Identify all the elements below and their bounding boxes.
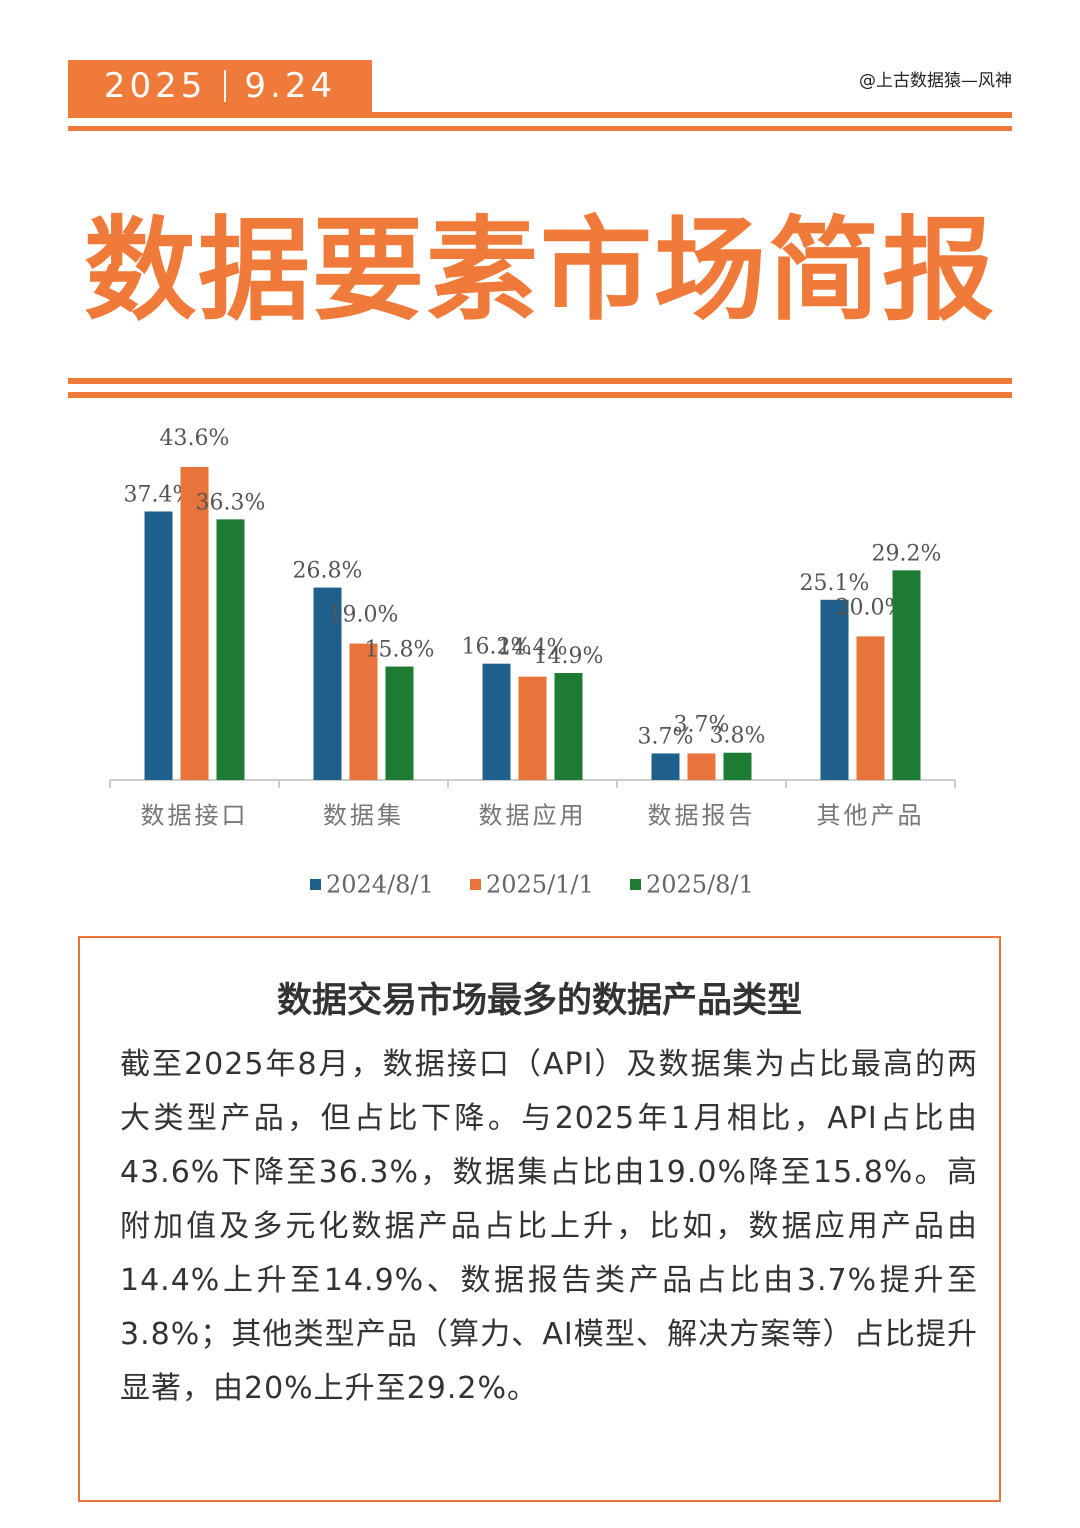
date: 9.24 xyxy=(244,66,337,106)
bar xyxy=(820,599,849,780)
chart: 数据接口37.4%43.6%36.3%数据集26.8%19.0%15.8%数据应… xyxy=(109,426,956,899)
summary-box: 数据交易市场最多的数据产品类型 截至2025年8月，数据接口（API）及数据集为… xyxy=(78,936,1001,1502)
value-label: 25.1% xyxy=(800,571,870,596)
summary-title: 数据交易市场最多的数据产品类型 xyxy=(276,981,802,1021)
bar xyxy=(892,570,921,780)
bar xyxy=(180,466,209,780)
legend-label: 2024/8/1 xyxy=(326,871,434,899)
rule xyxy=(68,378,1012,384)
separator xyxy=(224,70,227,102)
x-tick-label: 其他产品 xyxy=(817,802,925,830)
value-label: 36.3% xyxy=(196,490,266,515)
value-label: 3.8% xyxy=(710,724,766,749)
legend-swatch xyxy=(470,879,481,890)
bar xyxy=(651,753,680,780)
year: 2025 xyxy=(103,66,207,106)
value-label: 3.7% xyxy=(674,712,730,737)
rule xyxy=(68,112,1012,118)
summary-text: 截至2025年8月，数据接口（API）及数据集为占比最高的两大类型产品，但占比下… xyxy=(120,1047,978,1406)
value-label: 14.9% xyxy=(534,644,604,669)
value-label: 29.2% xyxy=(872,541,942,566)
x-tick-label: 数据应用 xyxy=(479,802,587,830)
page-title: 数据要素市场简报 xyxy=(84,206,996,336)
legend-label: 2025/1/1 xyxy=(486,871,594,899)
bar xyxy=(385,666,414,780)
x-tick-label: 数据集 xyxy=(323,802,404,830)
date-badge: 2025 9.24 xyxy=(68,60,372,112)
legend-label: 2025/8/1 xyxy=(646,871,754,899)
bar xyxy=(723,752,752,780)
value-label: 26.8% xyxy=(293,559,363,584)
bar xyxy=(313,587,342,780)
x-tick-label: 数据接口 xyxy=(141,802,249,830)
legend-swatch xyxy=(630,879,641,890)
bar xyxy=(349,643,378,780)
value-label: 15.8% xyxy=(365,638,435,663)
value-label: 43.6% xyxy=(160,426,230,451)
author: @上古数据猿—风神 xyxy=(859,71,1012,91)
rule xyxy=(68,392,1012,398)
rule xyxy=(68,126,1012,131)
bar xyxy=(216,519,245,780)
bar xyxy=(482,663,511,780)
legend-swatch xyxy=(310,879,321,890)
bar xyxy=(144,511,173,780)
value-label: 3.7% xyxy=(638,724,694,749)
bar xyxy=(687,753,716,780)
bar xyxy=(518,676,547,780)
x-tick-label: 数据报告 xyxy=(648,802,756,830)
bar xyxy=(856,636,885,780)
value-label: 14.4% xyxy=(498,636,568,661)
value-label: 19.0% xyxy=(329,603,399,628)
bar xyxy=(554,673,583,780)
value-label: 16.2% xyxy=(462,635,532,660)
